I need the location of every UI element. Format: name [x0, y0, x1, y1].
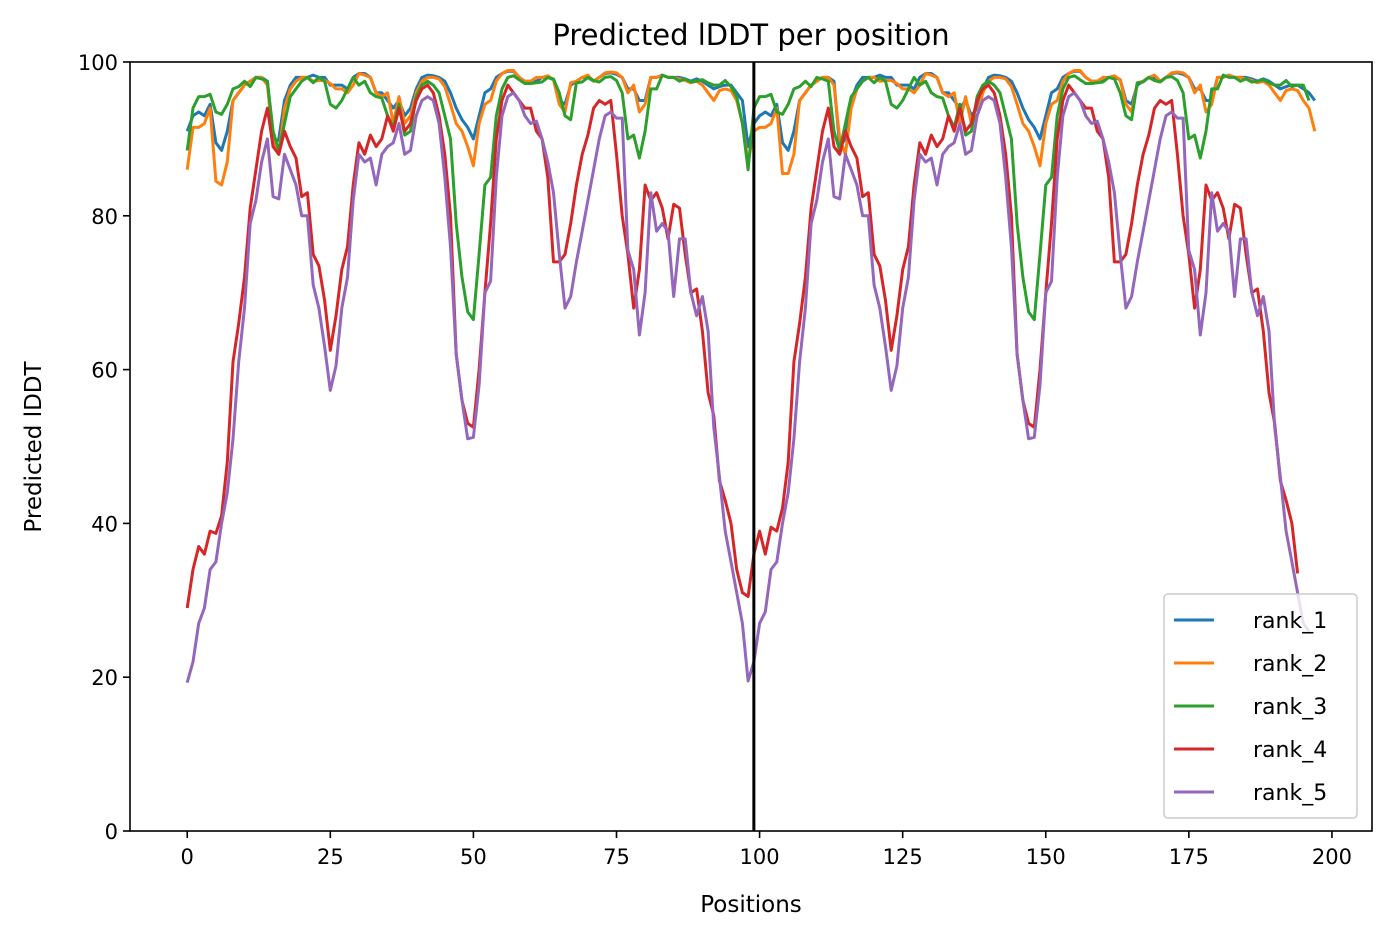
- legend-label-rank_4: rank_4: [1253, 738, 1327, 763]
- x-tick-label: 50: [460, 845, 487, 869]
- y-tick-label: 0: [105, 820, 118, 844]
- x-tick-label: 100: [740, 845, 780, 869]
- series-layer: [185, 62, 1317, 831]
- x-tick-label: 75: [603, 845, 630, 869]
- legend-box: [1163, 593, 1358, 819]
- x-tick-label: 150: [1026, 845, 1066, 869]
- legend-label-rank_2: rank_2: [1253, 652, 1327, 677]
- x-tick-label: 175: [1169, 845, 1209, 869]
- x-axis-label: Positions: [700, 892, 802, 918]
- chart-title: Predicted lDDT per position: [552, 18, 949, 52]
- x-tick-label: 25: [317, 845, 344, 869]
- legend-label-rank_5: rank_5: [1253, 781, 1327, 806]
- legend: rank_1 rank_2 rank_3 rank_4 rank_5: [1163, 593, 1358, 819]
- x-tick-label: 200: [1312, 845, 1352, 869]
- y-tick-label: 100: [78, 51, 118, 75]
- y-tick-label: 20: [91, 666, 118, 690]
- legend-label-rank_3: rank_3: [1253, 695, 1327, 720]
- series-line-rank_5: [185, 91, 1311, 684]
- y-tick-label: 80: [91, 205, 118, 229]
- y-axis-label: Predicted lDDT: [21, 360, 47, 532]
- y-tick-label: 40: [91, 512, 118, 536]
- axes-layer: 0 25 50 75 100 125 150 175 200 0 20 40 60 80 100: [78, 51, 1373, 869]
- x-tick-label: 125: [883, 845, 923, 869]
- y-tick-label: 60: [91, 359, 118, 383]
- x-tick-label: 0: [181, 845, 194, 869]
- series-line-rank_4: [185, 83, 1300, 609]
- plot-frame: [129, 61, 1373, 832]
- series-line-rank_3: [185, 73, 1311, 322]
- legend-label-rank_1: rank_1: [1253, 609, 1327, 634]
